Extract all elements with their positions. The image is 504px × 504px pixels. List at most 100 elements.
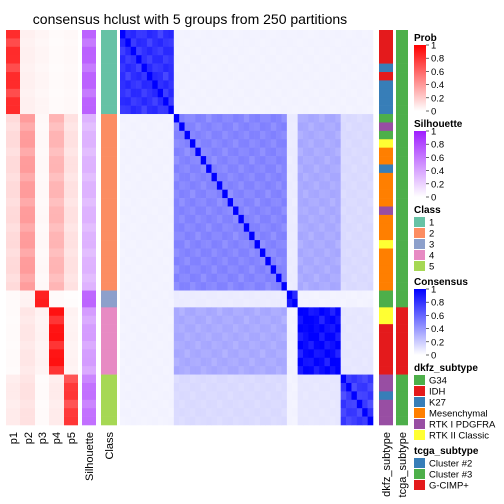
consensus-cell — [286, 88, 293, 98]
dkfz-subtype-cell — [379, 156, 393, 165]
consensus-cell — [222, 256, 228, 266]
column-label: Silhouette — [84, 432, 96, 481]
consensus-cell — [313, 399, 320, 409]
consensus-cell — [265, 72, 272, 81]
consensus-cell — [227, 248, 234, 258]
consensus-cell — [303, 340, 309, 350]
consensus-cell — [367, 282, 374, 291]
consensus-cell — [216, 122, 223, 132]
dkfz-subtype-cell — [379, 256, 393, 266]
consensus-cell — [189, 164, 196, 174]
consensus-cell — [157, 298, 164, 308]
consensus-cell — [319, 399, 325, 409]
consensus-cell — [259, 332, 266, 342]
consensus-cell — [233, 231, 239, 241]
consensus-cell — [254, 164, 261, 174]
silhouette-cell — [82, 332, 96, 342]
class-cell — [101, 105, 117, 115]
consensus-cell — [265, 147, 272, 157]
consensus-cell — [238, 273, 245, 283]
consensus-cell — [286, 408, 293, 417]
consensus-cell — [152, 223, 158, 233]
consensus-cell — [329, 80, 336, 90]
consensus-cell — [329, 189, 336, 199]
consensus-cell — [125, 88, 132, 98]
consensus-cell — [297, 206, 304, 216]
prob-cell — [20, 408, 35, 417]
consensus-cell — [254, 88, 261, 98]
consensus-cell — [340, 231, 347, 241]
consensus-cell — [120, 416, 126, 426]
prob-cell — [64, 366, 78, 375]
consensus-cell — [254, 198, 261, 207]
consensus-cell — [168, 198, 175, 207]
consensus-cell — [351, 408, 358, 417]
consensus-cell — [351, 63, 358, 73]
consensus-cell — [211, 382, 218, 392]
consensus-cell — [324, 357, 331, 367]
consensus-cell — [313, 366, 320, 375]
consensus-cell — [270, 156, 277, 165]
consensus-cell — [303, 298, 309, 308]
consensus-cell — [157, 324, 164, 333]
consensus-cell — [200, 147, 207, 157]
consensus-cell — [184, 374, 191, 384]
consensus-cell — [254, 298, 261, 308]
class-cell — [101, 349, 117, 359]
consensus-cell — [136, 122, 142, 132]
consensus-cell — [233, 265, 239, 275]
consensus-cell — [173, 332, 180, 342]
consensus-cell — [206, 307, 212, 317]
consensus-cell — [173, 72, 180, 81]
consensus-cell — [367, 315, 374, 325]
consensus-cell — [308, 214, 315, 224]
consensus-cell — [238, 46, 245, 56]
consensus-cell — [233, 88, 239, 98]
consensus-cell — [216, 248, 223, 258]
prob-cell — [49, 189, 64, 199]
consensus-cell — [146, 181, 153, 190]
consensus-cell — [173, 324, 180, 333]
consensus-cell — [324, 206, 331, 216]
consensus-cell — [179, 114, 185, 123]
consensus-cell — [211, 80, 218, 90]
consensus-cell — [297, 80, 304, 90]
consensus-cell — [200, 290, 207, 300]
consensus-cell — [206, 189, 212, 199]
consensus-cell — [227, 307, 234, 317]
consensus-cell — [163, 399, 169, 409]
class-cell — [101, 366, 117, 375]
consensus-cell — [200, 206, 207, 216]
consensus-cell — [184, 315, 191, 325]
consensus-cell — [146, 248, 153, 258]
prob-cell — [6, 55, 20, 64]
consensus-cell — [265, 198, 272, 207]
consensus-cell — [173, 366, 180, 375]
consensus-cell — [146, 214, 153, 224]
consensus-cell — [168, 416, 175, 426]
consensus-cell — [254, 189, 261, 199]
consensus-cell — [216, 156, 223, 165]
prob-cell — [35, 72, 49, 81]
consensus-cell — [313, 30, 320, 39]
consensus-cell — [362, 189, 368, 199]
prob-cell — [20, 55, 35, 64]
consensus-cell — [303, 80, 309, 90]
consensus-cell — [281, 315, 288, 325]
consensus-cell — [130, 324, 137, 333]
consensus-cell — [313, 105, 320, 115]
consensus-cell — [184, 340, 191, 350]
consensus-cell — [367, 324, 374, 333]
consensus-cell — [265, 181, 272, 190]
consensus-cell — [340, 63, 347, 73]
consensus-cell — [367, 147, 374, 157]
consensus-cell — [367, 307, 374, 317]
consensus-cell — [324, 374, 331, 384]
consensus-cell — [152, 139, 158, 148]
consensus-cell — [313, 315, 320, 325]
consensus-cell — [276, 156, 282, 165]
consensus-cell — [259, 416, 266, 426]
consensus-cell — [163, 298, 169, 308]
consensus-cell — [346, 80, 352, 90]
consensus-cell — [189, 88, 196, 98]
